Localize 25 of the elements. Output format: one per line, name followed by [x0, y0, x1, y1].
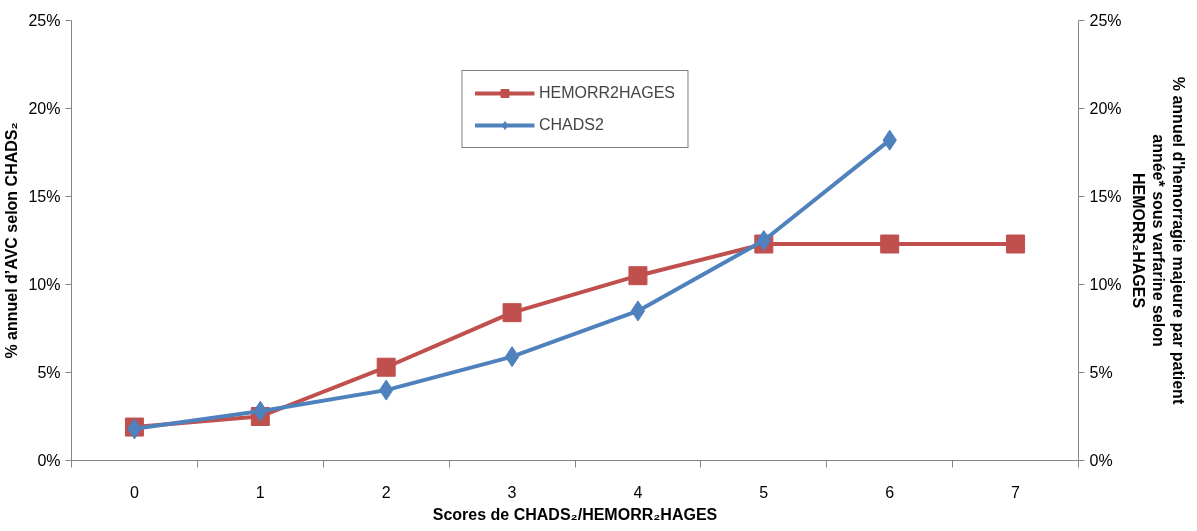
x-tick-label: 4	[633, 483, 643, 501]
x-tick-label: 3	[507, 483, 517, 501]
x-tick-label: 1	[255, 483, 265, 501]
y-tick-label: 10%	[28, 276, 61, 293]
y2-tick-label: 20%	[1089, 100, 1122, 117]
y2-tick-label: 25%	[1089, 12, 1122, 29]
y-tick-label: 5%	[37, 364, 61, 381]
x-axis-title: Scores de CHADS₂/HEMORR₂HAGES	[432, 505, 718, 523]
y2-tick-label: 5%	[1089, 364, 1113, 381]
legend-label: CHADS2	[538, 116, 604, 134]
x-tick-label: 0	[129, 483, 139, 501]
y2-tick-label: 15%	[1089, 188, 1122, 205]
x-tick-label: 5	[759, 483, 769, 501]
y-tick-label: 0%	[37, 452, 61, 469]
y-tick-label: 15%	[28, 188, 61, 205]
y2-tick-label: 10%	[1089, 276, 1122, 293]
y2-axis-title: % annuel d'hemorragie majeure par patient année* sous varfarine selon HEMORR₂HAGES	[1129, 76, 1188, 405]
y-tick-label: 20%	[28, 100, 61, 117]
legend-label: HEMORR2HAGES	[538, 84, 676, 102]
y-axis-title: % annuel d’AVC selon CHADS₂	[3, 122, 21, 359]
y-tick-label: 25%	[28, 12, 61, 29]
x-tick-label: 6	[885, 483, 895, 501]
x-tick-label: 7	[1011, 483, 1021, 501]
x-tick-label: 2	[381, 483, 391, 501]
y2-tick-label: 0%	[1089, 452, 1113, 469]
